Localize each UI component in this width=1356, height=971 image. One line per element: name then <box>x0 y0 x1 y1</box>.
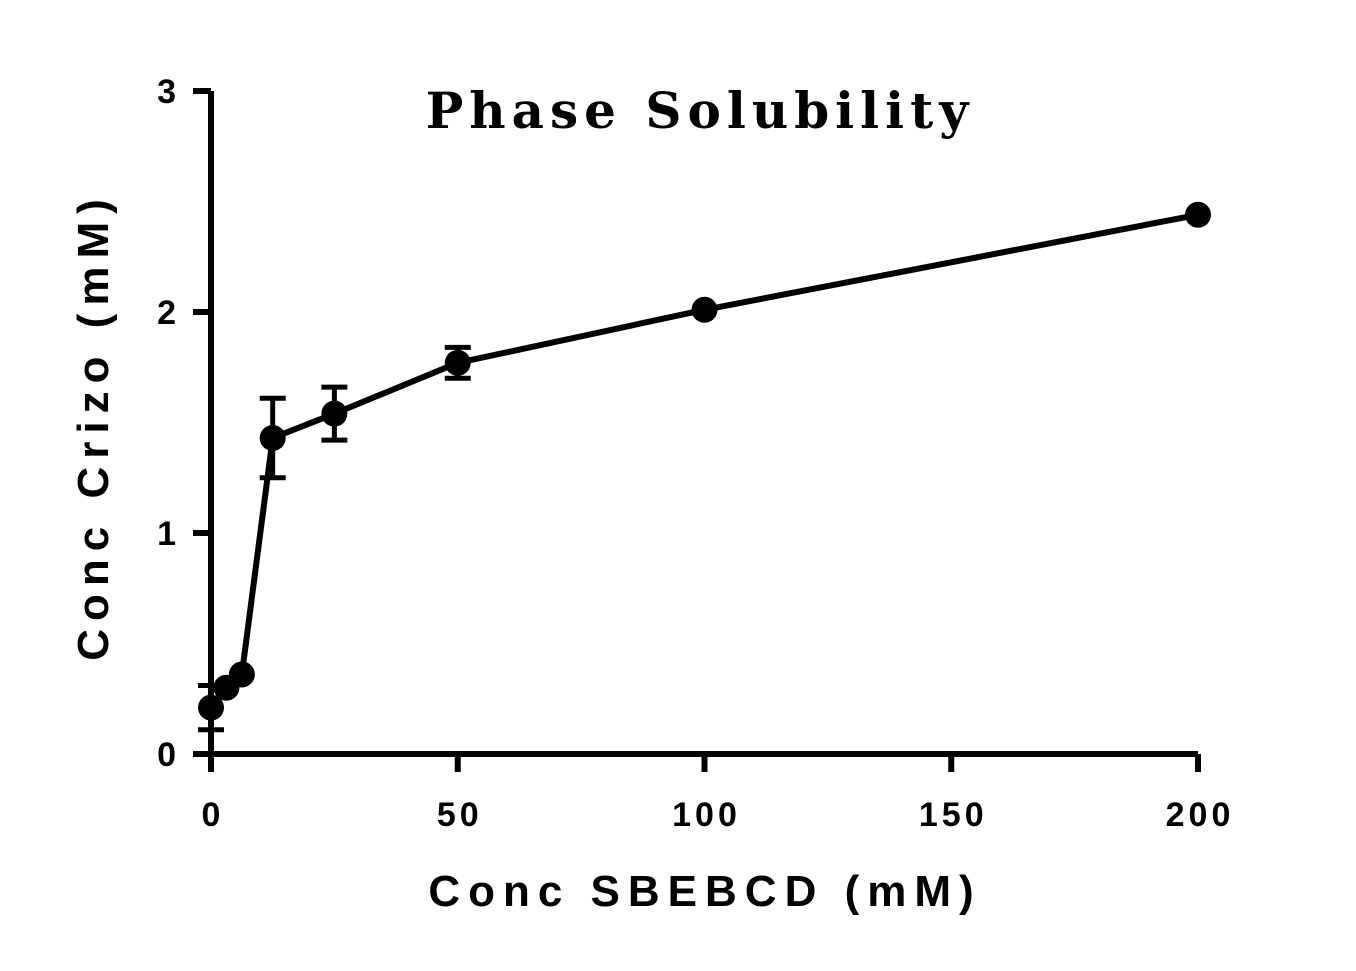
data-point <box>228 661 255 688</box>
data-point <box>259 424 286 451</box>
data-point <box>1185 201 1211 228</box>
x-ticks: 0 50 100 150 200 <box>202 754 1235 834</box>
y-ticks: 0 1 2 3 <box>157 73 211 774</box>
data-series <box>198 201 1211 733</box>
y-axis-label: Conc Crizo (mM) <box>69 191 118 661</box>
chart-title: Phase Solubility <box>426 81 975 140</box>
y-tick-label: 3 <box>157 73 180 111</box>
y-tick-label: 2 <box>157 294 180 332</box>
x-axis-label: Conc SBEBCD (mM) <box>428 867 981 916</box>
data-point <box>444 349 471 376</box>
series-line <box>208 211 1199 710</box>
x-tick-label: 150 <box>919 796 988 834</box>
axes <box>208 91 1198 757</box>
x-tick-label: 50 <box>437 796 483 834</box>
data-point <box>198 694 224 721</box>
data-point <box>691 296 718 323</box>
x-tick-label: 100 <box>672 796 741 834</box>
x-tick-label: 0 <box>202 796 225 834</box>
data-point <box>321 400 348 427</box>
y-tick-label: 0 <box>157 736 180 774</box>
x-tick-label: 200 <box>1166 796 1235 834</box>
y-tick-label: 1 <box>157 515 180 553</box>
